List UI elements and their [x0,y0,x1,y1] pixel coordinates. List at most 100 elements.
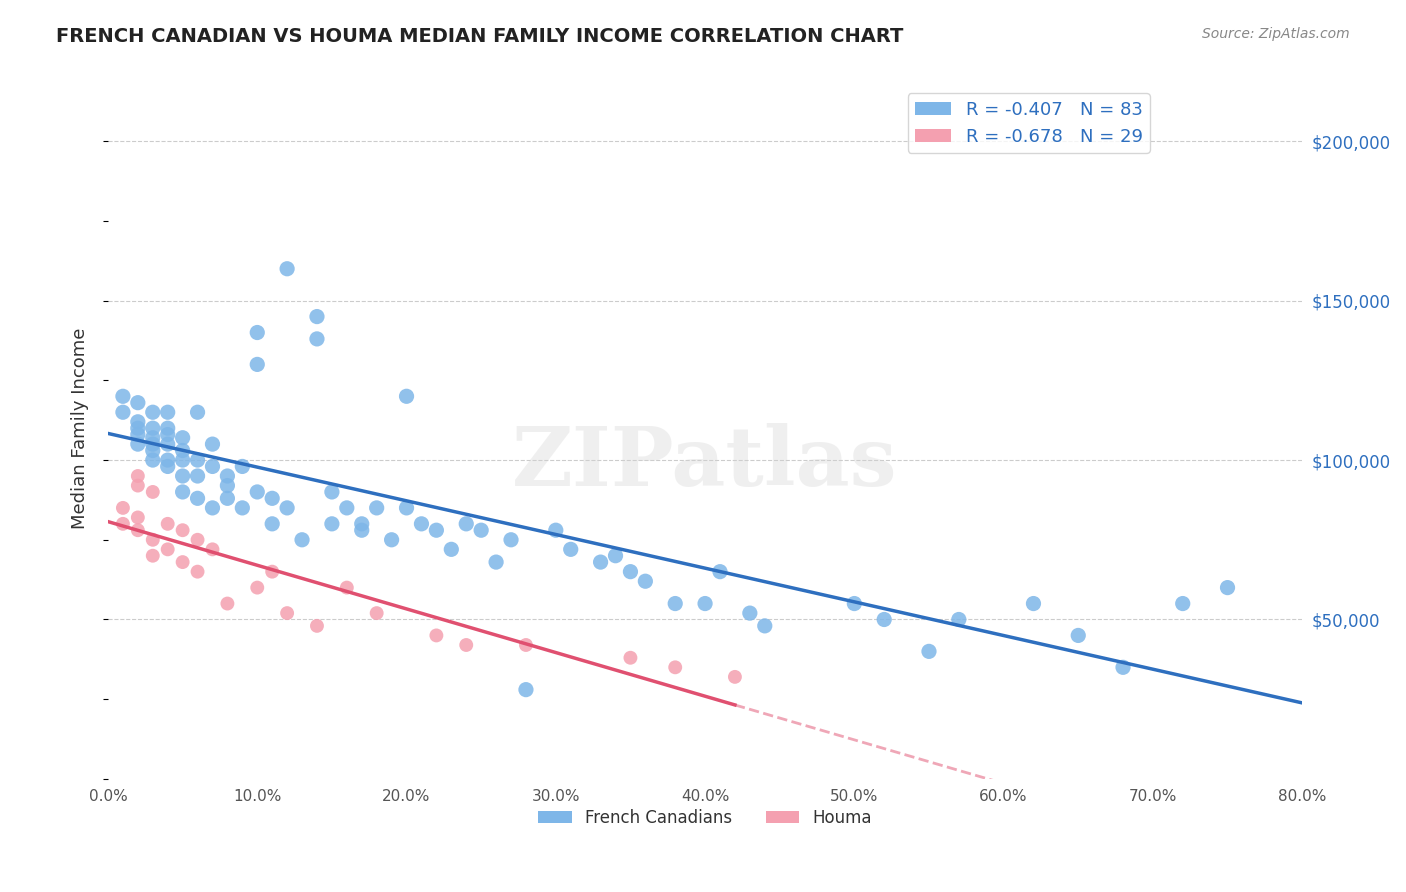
Point [246,485,269,500]
Point [172,453,194,467]
Point [187,533,209,547]
Point [187,453,209,467]
Point [664,660,686,674]
Point [187,405,209,419]
Point [305,332,328,346]
Point [127,510,149,524]
Point [350,523,373,537]
Point [350,516,373,531]
Point [276,261,298,276]
Point [619,565,641,579]
Point [172,443,194,458]
Point [1067,628,1090,642]
Point [172,485,194,500]
Point [456,638,478,652]
Point [1112,660,1135,674]
Point [425,523,447,537]
Point [127,427,149,442]
Point [217,491,239,506]
Point [1022,597,1045,611]
Point [156,542,179,557]
Point [381,533,404,547]
Point [411,516,433,531]
Point [515,638,537,652]
Point [111,516,134,531]
Point [321,516,343,531]
Point [262,565,284,579]
Point [156,427,179,442]
Point [664,597,686,611]
Point [515,682,537,697]
Point [201,500,224,515]
Point [111,500,134,515]
Legend: French Canadians, Houma: French Canadians, Houma [531,803,879,834]
Point [246,358,269,372]
Point [321,485,343,500]
Point [918,644,941,658]
Point [111,405,134,419]
Point [111,389,134,403]
Point [156,516,179,531]
Point [127,415,149,429]
Point [142,405,165,419]
Point [142,421,165,435]
Point [127,395,149,409]
Point [262,516,284,531]
Point [336,500,359,515]
Point [366,606,388,620]
Point [456,516,478,531]
Point [738,606,761,620]
Point [156,453,179,467]
Point [127,437,149,451]
Point [201,437,224,451]
Point [172,555,194,569]
Point [172,431,194,445]
Point [440,542,463,557]
Text: FRENCH CANADIAN VS HOUMA MEDIAN FAMILY INCOME CORRELATION CHART: FRENCH CANADIAN VS HOUMA MEDIAN FAMILY I… [56,27,904,45]
Point [634,574,657,589]
Point [873,612,896,626]
Point [187,565,209,579]
Point [217,469,239,483]
Point [305,619,328,633]
Point [395,389,418,403]
Point [693,597,716,611]
Point [217,597,239,611]
Point [201,459,224,474]
Point [142,485,165,500]
Point [142,437,165,451]
Point [544,523,567,537]
Point [485,555,508,569]
Point [231,459,253,474]
Text: Source: ZipAtlas.com: Source: ZipAtlas.com [1202,27,1350,41]
Point [156,421,179,435]
Y-axis label: Median Family Income: Median Family Income [72,327,89,529]
Point [395,500,418,515]
Point [724,670,747,684]
Point [246,581,269,595]
Point [246,326,269,340]
Point [127,469,149,483]
Point [291,533,314,547]
Point [605,549,627,563]
Point [1216,581,1239,595]
Point [217,478,239,492]
Point [187,469,209,483]
Point [366,500,388,515]
Point [231,500,253,515]
Point [142,431,165,445]
Point [589,555,612,569]
Point [172,469,194,483]
Point [709,565,731,579]
Point [336,581,359,595]
Point [754,619,776,633]
Point [142,533,165,547]
Point [844,597,866,611]
Point [172,523,194,537]
Point [127,421,149,435]
Point [201,542,224,557]
Point [156,437,179,451]
Point [276,606,298,620]
Point [425,628,447,642]
Point [560,542,582,557]
